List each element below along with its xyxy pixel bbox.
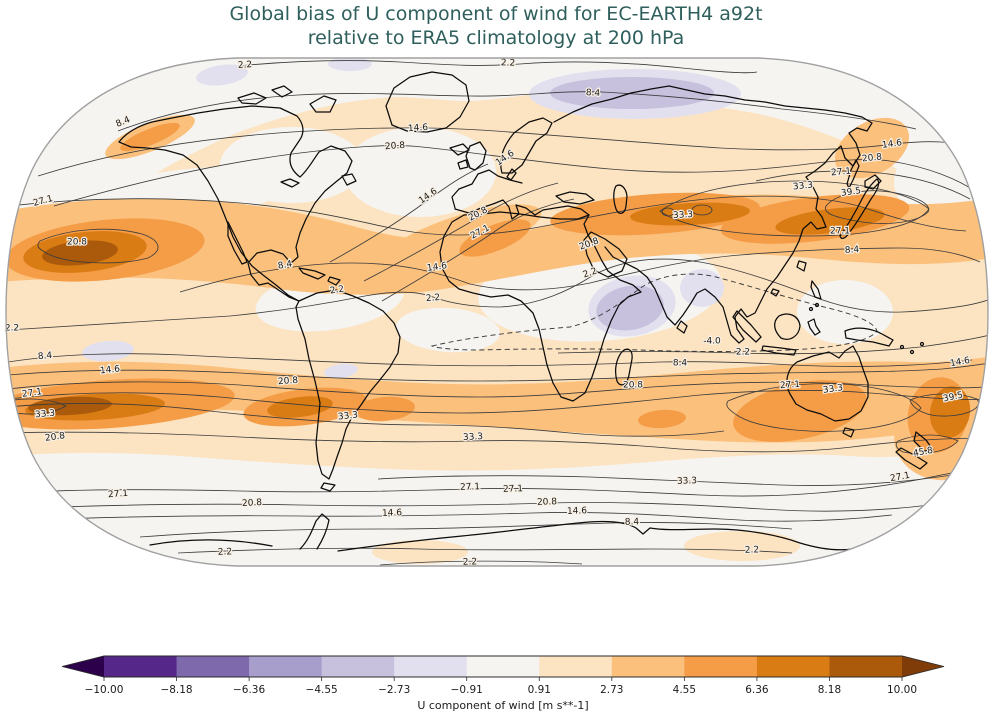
contour-label: 20.8: [44, 431, 66, 444]
colorbar-tick-label: −10.00: [85, 684, 124, 696]
contour-label: 8.4: [586, 88, 601, 99]
contour-label: 2.2: [501, 58, 516, 68]
contour-label: 20.8: [67, 238, 87, 248]
colorbar-tick-label: −0.91: [451, 684, 483, 696]
colorbar-tick-label: 6.36: [745, 684, 769, 696]
chart-title-line1: Global bias of U component of wind for E…: [229, 3, 763, 25]
contour-label: 14.6: [426, 261, 448, 274]
contour-label: 8.4: [625, 517, 640, 528]
coastlines: [118, 71, 934, 552]
bias-fill-regions: [6, 58, 988, 564]
contour-label: 33.3: [793, 180, 814, 192]
contour-label: -4.0: [703, 337, 721, 347]
contour-label: 8.4: [673, 359, 688, 369]
colorbar-cell: [249, 656, 323, 677]
colorbar-tick-label: −4.55: [306, 684, 338, 696]
contour-label: 33.3: [677, 476, 697, 487]
contour-label: 2.2: [218, 547, 233, 557]
contour-label: 33.3: [338, 410, 359, 422]
contour-label: 33.3: [463, 432, 484, 443]
contour-label: 27.1: [889, 471, 910, 484]
contour-label: 14.6: [881, 138, 903, 151]
contour-label: 27.1: [780, 380, 801, 391]
colorbar-cell: [829, 656, 903, 677]
contour-label: 14.6: [408, 123, 429, 134]
contour-label: 8.4: [277, 259, 293, 271]
contour-label: 2.2: [736, 348, 750, 358]
contour-label: 20.8: [537, 497, 558, 508]
colorbar-extend-arrow: [62, 656, 104, 677]
contour-label: 27.1: [503, 484, 523, 495]
colorbar: −10.00 −8.18 −6.36 −4.55 −2.73 −0.91 0.91 2.73 4…: [61, 655, 945, 712]
colorbar-tick-label: 4.55: [673, 684, 696, 696]
colorbar-cell: [756, 656, 831, 677]
climatology-contour-lines: [7, 60, 988, 566]
contour-label: 14.6: [382, 508, 403, 519]
contour-label: 27.1: [460, 482, 480, 493]
colorbar-ticks: −10.00 −8.18 −6.36 −4.55 −2.73 −0.91 0.91 2.73 4…: [85, 677, 917, 696]
colorbar-tick-label: −8.18: [160, 684, 192, 696]
world-map: 2.2 2.28.48.4 14.614.620.820.827.127.133.3…: [4, 57, 989, 569]
map-outline: [5, 57, 989, 567]
colorbar-cell: [684, 656, 758, 677]
contour-label: 8.4: [37, 351, 52, 362]
contour-label: 2.2: [238, 60, 253, 71]
colorbar-tick-label: −2.73: [378, 684, 410, 696]
colorbar-cell: [539, 656, 613, 677]
contour-label: 8.4: [845, 245, 860, 256]
colorbar-tick-label: 2.73: [600, 684, 623, 696]
contour-label: 20.8: [623, 381, 643, 391]
contour-label: 20.8: [278, 376, 299, 387]
contour-label: 2.2: [5, 324, 19, 334]
contour-label: 20.8: [862, 152, 883, 164]
colorbar-cell: [466, 656, 540, 677]
contour-label: 39.5: [840, 186, 861, 199]
contour-label: 27.1: [108, 489, 129, 500]
colorbar-cell: [611, 656, 685, 677]
contour-label: 33.3: [35, 409, 56, 421]
colorbar-cells: [61, 655, 945, 678]
colorbar-cell: [176, 656, 250, 677]
contour-label: 14.6: [567, 506, 588, 517]
colorbar-tick-label: 8.18: [818, 684, 841, 696]
contour-label: 27.1: [830, 227, 850, 237]
contour-label: 20.8: [242, 498, 263, 509]
colorbar-tick-label: 0.91: [528, 684, 551, 696]
colorbar-tick-label: −6.36: [233, 684, 265, 696]
colorbar-label: U component of wind [m s**-1]: [417, 699, 588, 712]
contour-label: 2.2: [425, 293, 440, 304]
colorbar-tick-label: 10.00: [887, 684, 917, 696]
contour-label: 27.1: [831, 167, 852, 179]
contour-label: 33.3: [673, 210, 694, 221]
contour-label: 14.6: [100, 364, 121, 376]
contour-label: 20.8: [385, 141, 406, 152]
colorbar-extend-arrow: [902, 656, 944, 677]
contour-label: 27.1: [21, 387, 42, 400]
colorbar-cell: [104, 656, 178, 677]
contour-label: 2.2: [329, 285, 345, 297]
contour-label: 14.6: [949, 356, 971, 369]
chart-title-line2: relative to ERA5 climatology at 200 hPa: [307, 27, 685, 49]
colorbar-cell: [394, 656, 468, 677]
contour-label: 2.2: [745, 545, 760, 555]
contour-label: 45.8: [912, 446, 934, 459]
colorbar-cell: [321, 656, 395, 677]
contour-label: 33.3: [822, 383, 843, 396]
